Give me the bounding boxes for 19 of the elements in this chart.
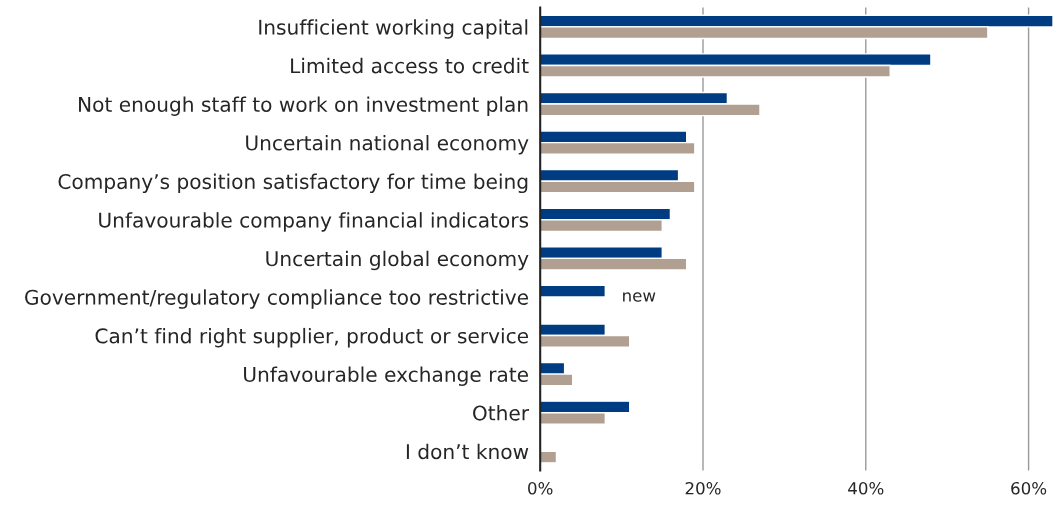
y-tick-label: Uncertain national economy [246, 134, 529, 155]
x-tick-label: 0% [528, 481, 553, 495]
y-tick-label: Unfavourable exchange rate [244, 366, 528, 386]
y-tick-label: Can’t find right supplier, product or service [95, 327, 529, 348]
y-tick-label: Limited access to credit [291, 57, 529, 74]
y-tick-label: Other [473, 405, 530, 421]
annotation: new [623, 292, 656, 302]
y-tick-label: Company’s position satisfactory for time being [58, 173, 528, 194]
y-tick-label: Government/regulatory compliance too restrictive [25, 289, 528, 309]
y-tick-label: Uncertain global economy [266, 250, 529, 271]
bar [540, 284, 607, 298]
y-tick-label: Not enough staff to work on investment plan [79, 96, 528, 116]
x-tick-label: 20% [685, 481, 721, 495]
bar [540, 450, 558, 464]
x-tick-label: 60% [1011, 481, 1047, 495]
y-tick-label: I don’t know [406, 443, 529, 460]
y-tick-label: Unfavourable company financial indicators [99, 212, 529, 232]
y-tick-label: Insufficient working capital [259, 19, 528, 39]
x-tick-label: 40% [848, 481, 884, 495]
